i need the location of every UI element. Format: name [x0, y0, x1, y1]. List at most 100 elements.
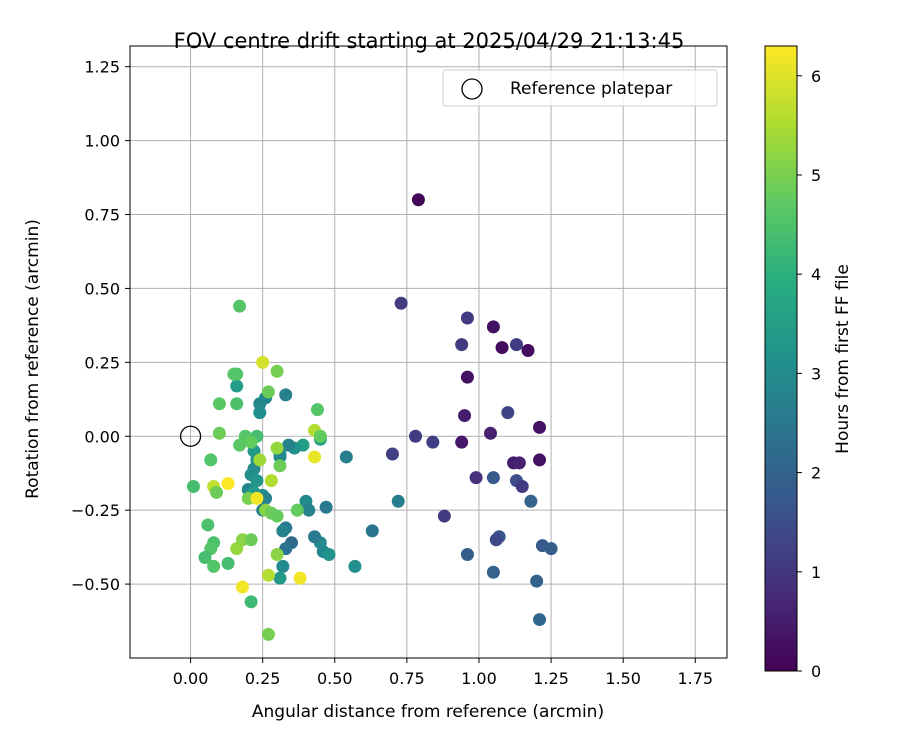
- data-point: [533, 420, 547, 434]
- data-point: [521, 344, 535, 358]
- data-point: [460, 548, 474, 562]
- data-point: [385, 447, 399, 461]
- y-tick-label: 1.25: [84, 58, 120, 77]
- legend-label: Reference platepar: [510, 79, 672, 99]
- colorbar-tick-label: 1: [811, 563, 821, 582]
- data-point: [322, 548, 336, 562]
- data-point: [230, 367, 244, 381]
- data-point: [264, 474, 278, 488]
- colorbar: 0 1 2 3 4 5 6 Hours from first FF file: [764, 45, 853, 681]
- data-point: [230, 397, 244, 411]
- x-tick-label: 0.25: [245, 669, 281, 688]
- data-point: [276, 559, 290, 573]
- data-point: [426, 435, 440, 449]
- data-point: [310, 403, 324, 417]
- x-axis-ticks: 0.00 0.25 0.50 0.75 1.00 1.25 1.50 1.75: [173, 658, 713, 688]
- data-point: [512, 456, 526, 470]
- data-point: [339, 450, 353, 464]
- grid-lines: [130, 46, 727, 658]
- y-tick-label: 0.50: [84, 279, 120, 298]
- data-point: [253, 453, 267, 467]
- reference-platepar-marker: [179, 425, 202, 447]
- data-point: [495, 341, 509, 355]
- plot-frame: [129, 45, 728, 659]
- data-point: [198, 550, 212, 564]
- data-point: [533, 453, 547, 467]
- data-point: [273, 571, 287, 585]
- data-point: [437, 509, 451, 523]
- y-tick-label: −0.25: [71, 501, 120, 520]
- legend-box: [442, 69, 718, 107]
- data-point: [212, 426, 226, 440]
- data-point: [201, 518, 215, 532]
- data-point: [270, 548, 284, 562]
- data-point: [409, 429, 423, 443]
- x-axis-label: Angular distance from reference (arcmin): [252, 702, 604, 722]
- data-point: [282, 438, 296, 452]
- data-point: [276, 524, 290, 538]
- data-point: [244, 435, 258, 449]
- x-tick-label: 1.75: [677, 669, 713, 688]
- data-point: [455, 435, 469, 449]
- colorbar-tick-label: 3: [811, 364, 821, 383]
- data-point: [244, 595, 258, 609]
- data-point: [308, 450, 322, 464]
- data-point: [394, 296, 408, 310]
- data-point: [279, 388, 293, 402]
- chart-title: FOV centre drift starting at 2025/04/29 …: [174, 29, 685, 53]
- data-point: [515, 480, 529, 494]
- data-point: [486, 320, 500, 334]
- data-point: [250, 491, 264, 505]
- data-point: [261, 385, 275, 399]
- data-point: [319, 500, 333, 514]
- data-point: [460, 311, 474, 325]
- data-point: [210, 485, 224, 499]
- data-point: [489, 533, 503, 547]
- data-point: [302, 503, 316, 517]
- y-tick-label: 0.00: [84, 427, 120, 446]
- y-tick-label: 0.75: [84, 206, 120, 225]
- data-point: [261, 568, 275, 582]
- data-point: [221, 477, 235, 491]
- colorbar-label: Hours from first FF file: [833, 264, 853, 454]
- data-point: [460, 370, 474, 384]
- x-tick-label: 0.00: [173, 669, 209, 688]
- data-point: [270, 364, 284, 378]
- reference-marker-group: [179, 425, 202, 447]
- colorbar-tick-label: 0: [811, 662, 821, 681]
- data-point: [273, 459, 287, 473]
- data-point: [391, 494, 405, 508]
- data-point: [524, 494, 538, 508]
- data-point: [486, 471, 500, 485]
- data-point: [235, 580, 249, 594]
- x-tick-label: 0.75: [389, 669, 425, 688]
- legend: Reference platepar: [442, 69, 718, 107]
- data-point: [204, 453, 218, 467]
- data-point: [221, 556, 235, 570]
- data-point: [455, 338, 469, 352]
- colorbar-ticks: 0 1 2 3 4 5 6: [797, 67, 821, 681]
- data-point: [509, 338, 523, 352]
- colorbar-tick-label: 6: [811, 67, 821, 86]
- data-point: [348, 559, 362, 573]
- colorbar-tick-label: 4: [811, 265, 821, 284]
- data-point: [469, 471, 483, 485]
- data-point: [484, 426, 498, 440]
- x-tick-label: 1.00: [461, 669, 497, 688]
- colorbar-tick-label: 2: [811, 464, 821, 483]
- data-point: [253, 406, 267, 420]
- data-point: [486, 565, 500, 579]
- data-point: [290, 503, 304, 517]
- data-point: [270, 441, 284, 455]
- data-point: [293, 571, 307, 585]
- colorbar-gradient: [764, 45, 798, 672]
- data-point: [230, 379, 244, 393]
- x-tick-label: 1.25: [533, 669, 569, 688]
- data-point: [501, 406, 515, 420]
- data-point: [256, 355, 270, 369]
- y-axis-ticks: −0.50 −0.25 0.00 0.25 0.50 0.75 1.00 1.25: [71, 58, 130, 594]
- data-point: [244, 533, 258, 547]
- data-point: [261, 627, 275, 641]
- data-point: [270, 509, 284, 523]
- data-points: [186, 193, 558, 641]
